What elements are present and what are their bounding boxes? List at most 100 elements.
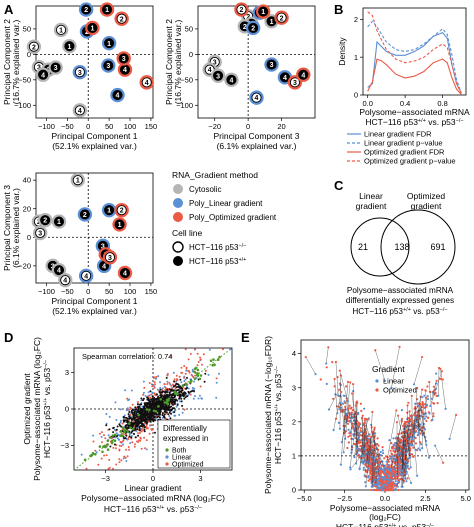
volcano-xtick-label: −2.5 bbox=[337, 494, 352, 503]
correlation-point bbox=[130, 421, 133, 424]
correlation-point bbox=[147, 391, 150, 394]
density-plot-border bbox=[362, 7, 467, 96]
venn-caption: Polysome−associated mRNA bbox=[347, 286, 454, 295]
pca2-point bbox=[236, 4, 247, 15]
volcano-pair-optimized bbox=[402, 424, 405, 428]
correlation-point bbox=[161, 412, 164, 415]
volcano-pair-linear bbox=[368, 462, 371, 465]
volcano-pair-linear bbox=[400, 473, 403, 476]
volcano-pair-linear bbox=[444, 407, 447, 410]
correlation-point bbox=[160, 404, 163, 407]
volcano-pair-optimized bbox=[373, 434, 376, 437]
volcano-ytick-label: 1 bbox=[292, 452, 296, 461]
correlation-point bbox=[149, 420, 152, 423]
volcano-point bbox=[344, 401, 347, 404]
pca1-point-label: 4 bbox=[41, 72, 45, 79]
correlation-point bbox=[101, 450, 104, 454]
correlation-point bbox=[129, 442, 132, 445]
correlation-point bbox=[194, 374, 197, 377]
correlation-point bbox=[121, 426, 125, 430]
correlation-point bbox=[159, 402, 162, 405]
volcano-point bbox=[412, 440, 415, 443]
correlation-point bbox=[166, 374, 169, 377]
correlation-point bbox=[148, 408, 151, 412]
pca1-plot: −100−50050100150−100−5005012323414223134… bbox=[2, 2, 157, 151]
volcano-pair-linear bbox=[429, 404, 432, 408]
correlation-point bbox=[141, 405, 144, 408]
correlation-point bbox=[112, 431, 115, 434]
volcano-pair-linear bbox=[406, 437, 410, 440]
volcano-point bbox=[384, 487, 387, 490]
volcano-ylabel: Polysome−associated mRNA (−log₁₀FDR) bbox=[263, 336, 273, 494]
correlation-point bbox=[85, 467, 88, 470]
volcano-pair-line bbox=[415, 403, 424, 419]
correlation-point bbox=[147, 418, 150, 421]
volcano-point bbox=[394, 441, 397, 445]
correlation-point bbox=[145, 417, 148, 420]
pca2-point-label: 1 bbox=[261, 9, 265, 16]
correlation-point bbox=[196, 364, 199, 367]
volcano-point bbox=[339, 402, 342, 405]
correlation-point bbox=[150, 424, 153, 427]
pca1-point bbox=[118, 53, 129, 64]
correlation-point bbox=[180, 381, 183, 384]
volcano-point bbox=[414, 437, 417, 440]
volcano-plot: −5.0 −2.5 0.0 2.5 5.0 0 1 2 3 4 Gradient LinearOpti… bbox=[263, 336, 471, 527]
volcano-pair-line bbox=[364, 433, 373, 457]
pca1-point bbox=[116, 13, 127, 24]
correlation-point bbox=[107, 434, 110, 437]
volcano-pair-optimized bbox=[366, 446, 369, 449]
correlation-point bbox=[181, 404, 184, 407]
volcano-pair-linear bbox=[327, 408, 331, 411]
correlation-point bbox=[166, 394, 169, 396]
correlation-point bbox=[131, 403, 134, 406]
correlation-point bbox=[158, 391, 161, 393]
correlation-point bbox=[137, 441, 140, 443]
correlation-point bbox=[148, 401, 151, 404]
correlation-point bbox=[175, 405, 178, 408]
venn-left-label: gradient bbox=[356, 201, 387, 211]
correlation-point bbox=[166, 401, 169, 405]
correlation-point bbox=[110, 439, 114, 443]
correlation-point bbox=[148, 415, 151, 418]
pca2-point bbox=[298, 69, 309, 80]
correlation-point bbox=[119, 430, 122, 433]
pca3-xtick-label: 0 bbox=[86, 287, 90, 296]
correlation-legend-swatch bbox=[165, 462, 169, 466]
volcano-pair-optimized bbox=[344, 405, 347, 408]
volcano-legend-title: Gradient bbox=[372, 364, 405, 374]
correlation-point bbox=[168, 411, 171, 414]
pca2-point-label: 4 bbox=[283, 75, 287, 82]
volcano-pair-optimized bbox=[338, 369, 341, 372]
volcano-pair-linear bbox=[339, 463, 342, 466]
venn-caption: differentially expressed genes bbox=[346, 296, 454, 305]
correlation-point bbox=[169, 417, 172, 420]
correlation-point bbox=[174, 400, 177, 403]
volcano-pair-optimized bbox=[408, 410, 411, 413]
correlation-point bbox=[115, 463, 118, 466]
correlation-point bbox=[179, 385, 181, 388]
volcano-pair-linear bbox=[417, 431, 420, 434]
pca2-ytick-label: 50 bbox=[185, 25, 193, 34]
legend-label-cytosolic: Cytosolic bbox=[189, 185, 221, 194]
volcano-legend-swatch bbox=[375, 379, 379, 383]
correlation-point bbox=[123, 414, 126, 417]
correlation-point bbox=[174, 392, 177, 395]
volcano-point bbox=[358, 456, 361, 459]
pca2-xtick-label: −20 bbox=[208, 122, 221, 131]
volcano-pair-line bbox=[352, 384, 355, 429]
pca1-ytick-label: 50 bbox=[23, 25, 31, 34]
volcano-point bbox=[373, 473, 376, 476]
pca1-point bbox=[104, 38, 115, 49]
volcano-point bbox=[425, 405, 428, 408]
correlation-point bbox=[163, 395, 166, 398]
pca-legend: RNA_Gradient method Cytosolic Poly_Linea… bbox=[172, 170, 277, 266]
volcano-point bbox=[360, 409, 363, 413]
correlation-annotation: Spearman correlation: 0.74 bbox=[82, 352, 172, 361]
volcano-point bbox=[367, 464, 370, 468]
correlation-point bbox=[129, 426, 132, 430]
volcano-pair-linear bbox=[412, 433, 416, 436]
pca1-xlabel2: (52.1% explained var.) bbox=[52, 141, 137, 151]
correlation-point bbox=[194, 395, 196, 398]
